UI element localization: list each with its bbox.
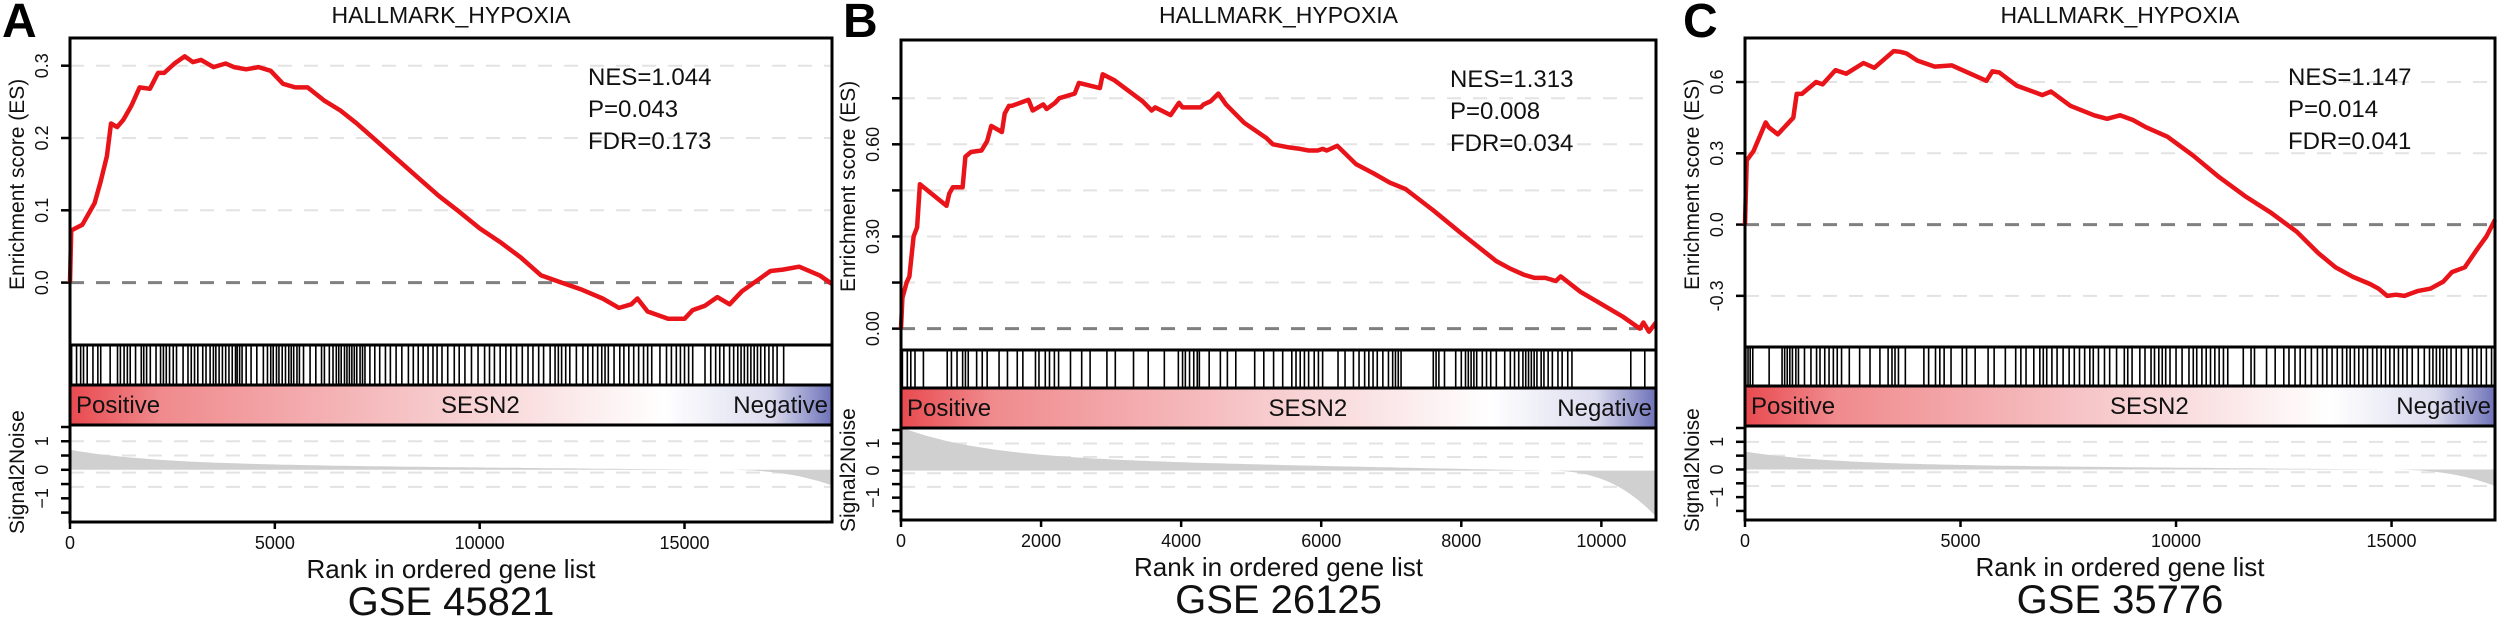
sn-tick-label: 0 [863, 466, 883, 476]
rank-gradient-bar [901, 388, 1656, 428]
panel-letter: C [1683, 0, 1718, 48]
x-tick-label: 0 [896, 531, 906, 551]
es-grid: -0.3 0.0 0.3 0.6 [1707, 70, 2495, 311]
dataset-label: GSE 26125 [1175, 578, 1382, 622]
y-tick-label: 0.3 [1707, 141, 1727, 166]
panel-letter: B [843, 0, 878, 48]
fdr-value: FDR=0.041 [2288, 128, 2412, 155]
gradient-label-negative: Negative [2396, 393, 2491, 420]
stats-box: NES=1.147 P=0.014 FDR=0.041 [2288, 62, 2411, 158]
x-tick-label: 5000 [255, 533, 295, 553]
y-tick-label: -0.3 [1707, 280, 1727, 311]
y-tick-label: 0.3 [32, 53, 52, 78]
x-tick-label: 4000 [1161, 531, 1201, 551]
x-tick-label: 0 [65, 533, 75, 553]
es-grid: 0.0 0.1 0.2 0.3 [32, 53, 832, 295]
stats-box: NES=1.313 P=0.008 FDR=0.034 [1450, 64, 1573, 160]
y-tick-label: 0.00 [863, 311, 883, 346]
x-axis-label: Rank in ordered gene list [1133, 552, 1424, 582]
nes-value: NES=1.147 [2288, 64, 2412, 91]
gradient-label-positive: Positive [1751, 393, 1836, 420]
signal2noise-area [70, 449, 832, 486]
y-axis-label-signal2noise: Signal2Noise [1681, 408, 1704, 532]
y-tick-label: 0.6 [1707, 70, 1727, 95]
signal2noise-frame [68, 423, 834, 524]
sn-tick-label: −1 [1707, 487, 1727, 508]
signal2noise-frame [899, 426, 1658, 522]
panel-title: HALLMARK_HYPOXIA [1158, 2, 1399, 28]
gradient-label-positive: Positive [76, 392, 161, 419]
y-tick-label: 0.2 [32, 125, 52, 150]
y-tick-label: 0.0 [32, 270, 52, 295]
x-axis-label: Rank in ordered gene list [306, 554, 596, 584]
x-tick-label: 10000 [2151, 531, 2201, 551]
x-tick-label: 5000 [1940, 531, 1980, 551]
sn-tick-label: 1 [863, 439, 883, 449]
gene-hit-bars [1745, 347, 2493, 386]
y-tick-label: 0.1 [32, 198, 52, 223]
dataset-label: GSE 35776 [2016, 578, 2224, 622]
sn-tick-label: 0 [32, 465, 52, 475]
es-curve [898, 72, 1658, 334]
sn-tick-label: 1 [32, 436, 52, 446]
panel-title: HALLMARK_HYPOXIA [2000, 2, 2240, 28]
x-tick-label: 10000 [455, 533, 505, 553]
dataset-label: GSE 45821 [347, 580, 555, 624]
sn-tick-label: −1 [32, 488, 52, 509]
fdr-value: FDR=0.034 [1450, 130, 1574, 157]
nes-value: NES=1.044 [588, 64, 712, 91]
x-tick-label: 10000 [1576, 531, 1626, 551]
sn-tick-label: 1 [1707, 437, 1727, 447]
rank-gradient-bar [70, 385, 832, 425]
gradient-label-positive: Positive [907, 395, 992, 422]
signal2noise-area [1745, 451, 2495, 487]
gradient-label-negative: Negative [733, 392, 828, 419]
x-tick-label: 15000 [2367, 531, 2417, 551]
hit-frame [1743, 345, 2497, 388]
gradient-label-gene: SESN2 [1268, 395, 1348, 422]
gene-hit-bars [70, 345, 785, 385]
panel-letter: A [2, 0, 37, 48]
signal2noise-frame [1743, 424, 2497, 522]
sn-tick-label: 0 [1707, 464, 1727, 474]
x-tick-label: 15000 [659, 533, 709, 553]
x-axis-label: Rank in ordered gene list [1975, 552, 2265, 582]
panel-title: HALLMARK_HYPOXIA [331, 2, 571, 28]
rank-gradient-bar [1745, 386, 2495, 426]
y-tick-label: 0.0 [1707, 212, 1727, 237]
gradient-label-negative: Negative [1557, 395, 1652, 422]
sn-tick-label: −1 [863, 487, 883, 508]
gradient-label-gene: SESN2 [441, 392, 520, 419]
y-tick-label: 0.30 [863, 219, 883, 254]
nes-value: NES=1.313 [1450, 66, 1574, 93]
gene-hit-bars [901, 350, 1646, 388]
p-value: P=0.043 [588, 96, 679, 123]
stats-box: NES=1.044 P=0.043 FDR=0.173 [588, 62, 711, 158]
gradient-label-gene: SESN2 [2110, 393, 2189, 420]
x-tick-label: 0 [1740, 531, 1750, 551]
p-value: P=0.014 [2288, 96, 2379, 123]
x-tick-label: 8000 [1441, 531, 1481, 551]
y-axis-label-es: Enrichment score (ES) [1681, 78, 1704, 290]
fdr-value: FDR=0.173 [588, 128, 712, 155]
es-curve [67, 54, 834, 322]
x-tick-label: 2000 [1021, 531, 1061, 551]
p-value: P=0.008 [1450, 98, 1541, 125]
x-tick-label: 6000 [1301, 531, 1341, 551]
es-curve [1742, 48, 2498, 299]
y-tick-label: 0.60 [863, 127, 883, 162]
